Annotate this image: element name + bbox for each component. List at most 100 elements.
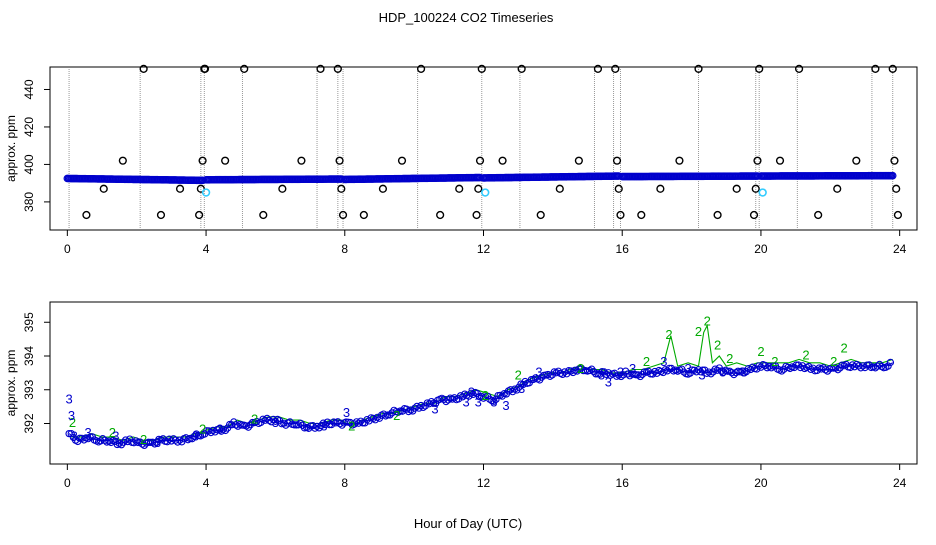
series-3-point [176, 436, 184, 444]
series-3-point [832, 364, 840, 372]
top-outlier-point [436, 210, 445, 220]
top-y-tick-label: 420 [22, 117, 36, 137]
series-3-point [419, 403, 427, 412]
top-outlier-point [852, 156, 861, 165]
series-3-point [546, 372, 554, 380]
top-x-tick-label: 12 [477, 242, 491, 256]
series-2-marker: 2 [643, 354, 650, 369]
top-outlier-point [297, 156, 306, 165]
series-3-marker: 3 [605, 374, 612, 389]
series-3-point [538, 373, 546, 381]
series-3-marker: 3 [502, 398, 509, 413]
series-3-marker: 3 [468, 385, 475, 400]
top-data-point [888, 171, 897, 180]
series-3-point [271, 417, 280, 425]
top-outlier-point [751, 184, 760, 193]
series-3-point [707, 370, 715, 378]
top-outlier-point [139, 64, 148, 73]
series-3-point [386, 411, 394, 419]
series-3-point [705, 368, 713, 376]
series-3-marker: 3 [71, 428, 78, 443]
bottom-x-tick-label: 20 [754, 476, 768, 490]
top-outlier-point [555, 184, 564, 193]
top-outlier-point [888, 64, 897, 73]
series-3-marker: 3 [740, 364, 747, 379]
top-outlier-point [833, 184, 842, 193]
bottom-x-tick-label: 4 [203, 476, 210, 490]
series-3-point [404, 407, 413, 416]
top-outlier-point [893, 210, 903, 220]
series-3-point [713, 366, 721, 374]
series-3-point [569, 368, 577, 377]
series-2-marker: 2 [69, 415, 76, 430]
top-panel: 0 4 8 12 16 20 24 380 400 420 440 approx. ppm [4, 64, 918, 256]
top-outlier-point [198, 156, 207, 165]
top-outlier-point [611, 64, 620, 73]
series-3-point [492, 395, 500, 403]
top-outlier-point [338, 210, 348, 220]
series-3-marker: 3 [617, 364, 624, 379]
series-3-point [221, 426, 230, 435]
top-x-tick-label: 4 [203, 242, 210, 256]
series-3-point [317, 421, 325, 430]
top-outlier-point [713, 210, 722, 220]
series-3-point [246, 421, 255, 429]
series-3-marker: 3 [431, 401, 438, 416]
series-3-point [834, 366, 842, 374]
series-3-marker: 3 [68, 408, 75, 423]
top-outlier-point [498, 156, 507, 165]
series-3-point [469, 390, 477, 399]
top-outlier-point [240, 64, 249, 73]
series-2-marker: 2 [714, 337, 721, 352]
series-3-point [590, 367, 598, 376]
top-outlier-point [755, 64, 764, 73]
series-3-point [217, 427, 225, 435]
series-3-marker: 3 [518, 381, 525, 396]
series-3-marker: 3 [629, 361, 636, 376]
series-3-point [786, 364, 794, 373]
series-3-point [490, 397, 498, 405]
top-outlier-point [99, 184, 108, 193]
series-2-marker: 2 [841, 341, 848, 356]
top-outlier-point [794, 64, 804, 73]
top-outlier-point [378, 184, 388, 193]
top-y-tick-label: 440 [22, 79, 36, 99]
series-3-point [350, 420, 359, 428]
top-y-tick-label: 380 [22, 192, 36, 212]
top-outlier-point [397, 156, 407, 165]
top-cyan-point [758, 188, 767, 197]
top-outlier-point [871, 64, 880, 73]
series-3-marker: 3 [272, 415, 279, 430]
series-3-marker: 3 [598, 368, 605, 383]
series-3-marker: 3 [698, 368, 705, 383]
series-2-line [70, 323, 893, 441]
top-x-tick-label: 24 [893, 242, 907, 256]
bottom-x-tick-label: 16 [616, 476, 630, 490]
top-outlier-point [892, 184, 901, 193]
top-outlier-point [616, 210, 625, 220]
series-3-point [65, 429, 73, 438]
chart-title: HDP_100224 CO2 Timeseries [379, 10, 554, 25]
bottom-x-tick-label: 0 [64, 476, 71, 490]
top-outlier-point [574, 156, 583, 165]
series-2-marker: 2 [393, 408, 400, 423]
series-3-point [723, 367, 732, 375]
series-2-marker: 2 [830, 354, 837, 369]
series-3-point [313, 422, 321, 431]
series-3-point [417, 401, 425, 410]
series-3-marker: 3 [535, 364, 542, 379]
series-2-marker: 2 [771, 354, 778, 369]
top-outlier-point [656, 184, 665, 193]
series-3-point [634, 371, 642, 379]
top-outlier-point [890, 156, 899, 165]
series-3-point [80, 436, 88, 444]
series-3-point [267, 418, 275, 426]
top-x-tick-label: 16 [616, 242, 630, 256]
series-3-point [886, 358, 895, 367]
series-3-point [119, 438, 128, 446]
series-3-point [294, 421, 302, 429]
top-cyan-point [481, 188, 490, 197]
top-outlier-point [359, 210, 368, 220]
top-outlier-point [593, 64, 603, 73]
series-3-point [411, 404, 419, 412]
